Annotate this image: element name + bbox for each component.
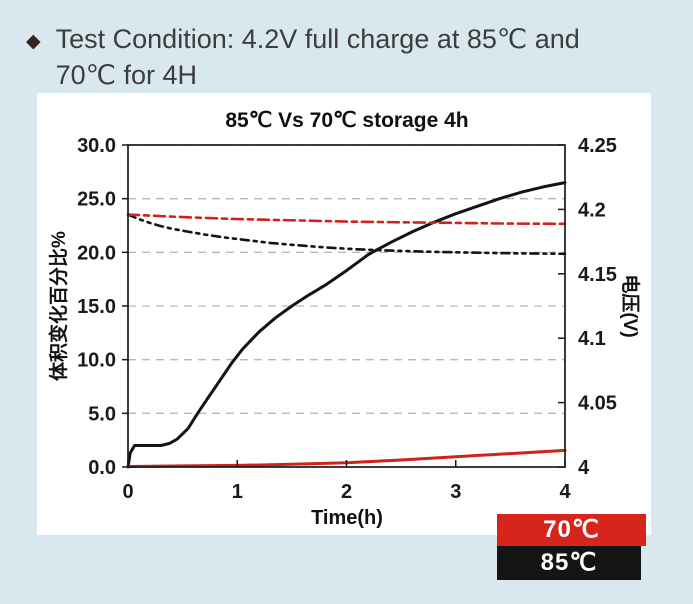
tick-label: 25.0 <box>77 189 116 211</box>
x-axis-title: Time(h) <box>311 507 383 529</box>
tick-label: 30.0 <box>77 135 116 157</box>
tick-label: 4.2 <box>578 199 606 221</box>
tick-label: 3 <box>450 481 461 503</box>
tick-label: 4.05 <box>578 393 617 415</box>
test-condition-line2: 70℃ for 4H <box>55 59 198 90</box>
left-y-axis-title: 体积变化百分比% <box>47 231 70 381</box>
tick-label: 1 <box>232 481 243 503</box>
plot-area: 0 1 2 3 4 30.0 25.0 20.0 15.0 10.0 5.0 0.0 4.25 4.2 4.… <box>77 135 617 503</box>
test-condition-text: Test Condition: 4.2V full charge at 85℃ … <box>56 22 580 93</box>
tick-label: 4 <box>559 481 571 503</box>
tick-label: 10.0 <box>77 350 116 372</box>
tick-label: 4.25 <box>578 135 617 157</box>
chart-panel: 0 1 2 3 4 30.0 25.0 20.0 15.0 10.0 5.0 0.0 4.25 4.2 4.… <box>37 93 651 535</box>
test-condition-line1: Test Condition: 4.2V full charge at 85℃ … <box>55 24 580 54</box>
tick-label: 0.0 <box>88 457 116 479</box>
series-70c-voltage-v <box>126 213 567 226</box>
tick-label: 4.15 <box>578 264 617 286</box>
storage-comparison-chart: 0 1 2 3 4 30.0 25.0 20.0 15.0 10.0 5.0 0.0 4.25 4.2 4.… <box>47 109 642 529</box>
series-85c-voltage-v <box>126 213 567 256</box>
legend-item-85c: 85℃ <box>497 546 641 580</box>
tick-label: 4 <box>578 457 590 479</box>
legend-item-70c: 70℃ <box>497 514 646 546</box>
tick-label: 15.0 <box>77 296 116 318</box>
series-85c-volume-change-pct <box>126 181 567 469</box>
tick-label: 2 <box>341 481 352 503</box>
tick-label: 0 <box>122 481 133 503</box>
right-y-axis-title: 电压(V) <box>619 274 642 337</box>
slide-heading: ◆ Test Condition: 4.2V full charge at 85… <box>26 22 676 93</box>
diamond-bullet-icon: ◆ <box>26 31 41 52</box>
tick-label: 20.0 <box>77 242 116 264</box>
chart-title: 85℃ Vs 70℃ storage 4h <box>225 109 468 132</box>
tick-label: 5.0 <box>88 403 116 425</box>
tick-label: 4.1 <box>578 328 606 350</box>
